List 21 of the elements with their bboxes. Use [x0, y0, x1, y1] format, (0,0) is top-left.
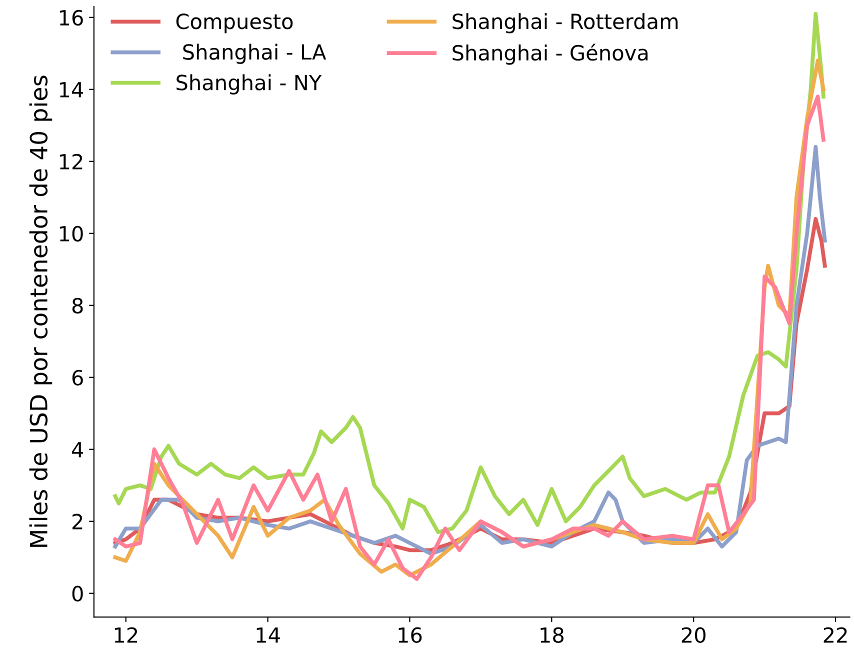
y-tick-label: 10: [60, 226, 83, 242]
legend-label: Shanghai - NY: [176, 74, 322, 94]
legend-label: Compuesto: [176, 14, 293, 34]
legend-label: Shanghai - LA: [183, 44, 326, 64]
x-tick-label: 16: [398, 627, 422, 643]
x-tick-label: 12: [114, 627, 138, 643]
x-tick-label: 18: [540, 627, 564, 643]
x-tick-label: 14: [256, 627, 280, 643]
legend-label: Shanghai - Génova: [452, 44, 648, 65]
y-tick-label: 14: [60, 82, 84, 98]
y-axis-title: Miles de USD por contenedor de 40 pies: [29, 76, 52, 547]
x-tick-label: 20: [682, 627, 706, 643]
legend-label: Shanghai - Rotterdam: [452, 13, 678, 34]
x-tick-label: 22: [824, 627, 847, 643]
y-tick-label: 8: [72, 298, 83, 314]
y-tick-label: 4: [72, 442, 84, 458]
y-tick-label: 0: [72, 586, 83, 602]
y-tick-label: 6: [72, 370, 83, 386]
y-tick-label: 16: [60, 10, 83, 26]
y-tick-label: 2: [72, 514, 82, 530]
y-tick-label: 12: [60, 154, 82, 170]
